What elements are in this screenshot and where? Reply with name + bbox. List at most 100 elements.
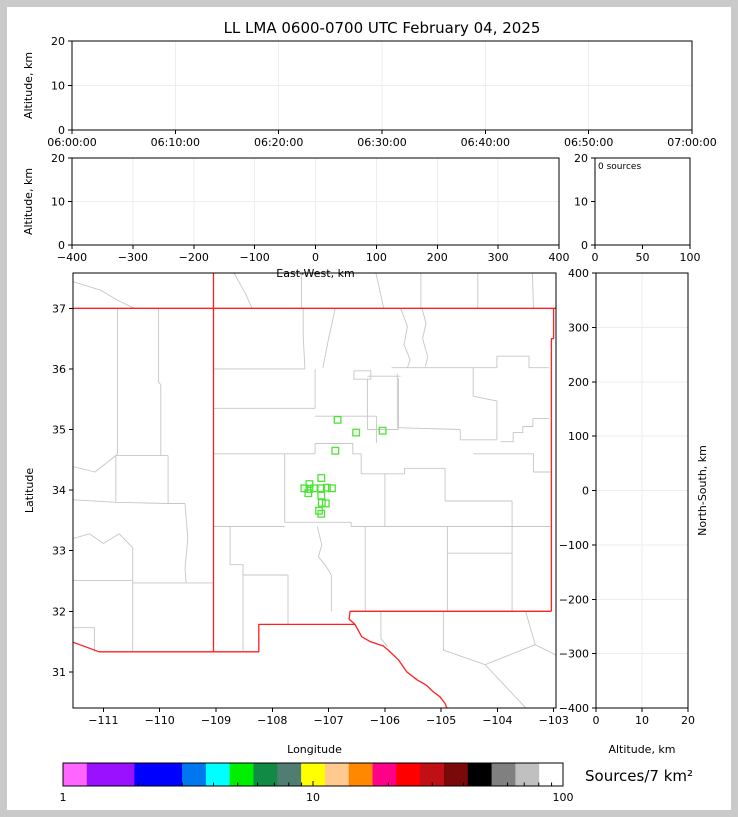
colorbar-segment bbox=[229, 763, 254, 786]
colorbar-segment bbox=[372, 763, 397, 786]
colorbar-segment bbox=[443, 763, 469, 786]
y-tick-label: 0 bbox=[581, 239, 588, 252]
source-marker bbox=[331, 446, 340, 455]
y-tick-label: 31 bbox=[52, 666, 66, 679]
county-boundary-line bbox=[73, 533, 134, 581]
x-tick-label: −108 bbox=[257, 714, 287, 727]
y-tick-label: −100 bbox=[559, 539, 589, 552]
panel-ew-height: −400 −300 −200 −100 0 100 200 300 40001020East-W… bbox=[22, 152, 570, 280]
county-boundary-line bbox=[496, 355, 550, 369]
state-boundary-line bbox=[550, 308, 555, 612]
map-content bbox=[73, 273, 556, 708]
panel-ns-height: 0 10 20 −400 −300 −200 −100 0 100 200 300 400 Altitu… bbox=[559, 267, 709, 756]
colorbar-units-label: Sources/7 km² bbox=[585, 767, 693, 785]
county-boundary-line bbox=[397, 427, 461, 430]
x-tick-label: 10 bbox=[635, 714, 649, 727]
y-axis-label-right: North-South, km bbox=[696, 445, 709, 536]
source-marker bbox=[378, 426, 387, 435]
county-boundary-line bbox=[533, 453, 552, 473]
x-tick-label: 200 bbox=[427, 251, 448, 264]
y-tick-label: 0 bbox=[58, 239, 65, 252]
y-tick-label: 0 bbox=[582, 485, 589, 498]
source-marker bbox=[309, 484, 318, 493]
colorbar-segment bbox=[63, 763, 88, 786]
y-axis-label: Latitude bbox=[23, 468, 36, 514]
panel-time-height: 06:00:00 06:10:00 06:20:00 06:30:00 06:40:00… bbox=[22, 35, 717, 149]
x-tick-label: 0 bbox=[593, 714, 600, 727]
y-tick-label: 100 bbox=[568, 430, 589, 443]
x-tick-label: 06:20:00 bbox=[254, 136, 303, 149]
x-tick-label: 0 bbox=[312, 251, 319, 264]
colorbar-segment bbox=[205, 763, 231, 786]
county-boundary-line bbox=[229, 526, 244, 651]
x-tick-label: 0 bbox=[592, 251, 599, 264]
figure-canvas bbox=[7, 7, 731, 810]
y-tick-label: 20 bbox=[51, 35, 65, 48]
source-marker bbox=[317, 509, 326, 518]
county-boundary-line bbox=[73, 455, 117, 473]
county-boundary-line bbox=[73, 579, 214, 584]
source-marker bbox=[328, 484, 336, 493]
county-boundary-line bbox=[375, 273, 385, 309]
y-tick-label: −200 bbox=[559, 593, 589, 606]
x-tick-label: −106 bbox=[370, 714, 400, 727]
x-tick-label: −110 bbox=[145, 714, 175, 727]
x-tick-label: 100 bbox=[680, 251, 701, 264]
county-boundary-line bbox=[73, 281, 135, 309]
x-axis-label: Longitude bbox=[287, 743, 342, 756]
state-boundary-line bbox=[73, 610, 552, 653]
county-boundary-line bbox=[315, 443, 362, 455]
county-boundary-line bbox=[525, 611, 556, 656]
y-tick-label: 36 bbox=[52, 363, 66, 376]
x-tick-label: 400 bbox=[549, 251, 570, 264]
y-tick-label: 0 bbox=[58, 124, 65, 137]
source-marker bbox=[305, 484, 314, 493]
x-tick-label: 300 bbox=[488, 251, 509, 264]
source-marker bbox=[305, 480, 314, 489]
state-boundary-line bbox=[354, 624, 448, 708]
x-tick-label: −100 bbox=[240, 251, 270, 264]
source-marker bbox=[321, 499, 330, 508]
x-tick-label: 50 bbox=[636, 251, 650, 264]
axes-frame bbox=[72, 272, 557, 709]
source-count-annotation: 0 sources bbox=[598, 162, 641, 172]
source-marker bbox=[322, 483, 331, 492]
county-boundary-line bbox=[421, 308, 429, 367]
source-marker bbox=[352, 428, 361, 437]
y-tick-label: −400 bbox=[559, 702, 589, 715]
x-tick-label: 100 bbox=[366, 251, 387, 264]
county-boundary-line bbox=[302, 308, 306, 369]
county-boundary-line bbox=[284, 521, 385, 527]
y-tick-label: −300 bbox=[559, 648, 589, 661]
x-tick-label: −200 bbox=[179, 251, 209, 264]
source-marker bbox=[317, 484, 326, 493]
y-tick-label: 35 bbox=[52, 424, 66, 437]
y-axis-label: Altitude, km bbox=[22, 52, 35, 119]
y-tick-label: 400 bbox=[568, 267, 589, 280]
county-boundary-line bbox=[531, 273, 534, 309]
x-tick-label: −111 bbox=[88, 714, 118, 727]
colorbar-segment bbox=[182, 763, 207, 786]
x-tick-label: −104 bbox=[482, 714, 512, 727]
colorbar-tick-label: 10 bbox=[306, 791, 320, 804]
county-boundary-line bbox=[316, 526, 332, 612]
y-tick-label: 200 bbox=[568, 376, 589, 389]
y-tick-label: 300 bbox=[568, 321, 589, 334]
county-boundary-line bbox=[360, 453, 446, 475]
panel-map: −111 −110 −109 −108 −107 −106 −105 −104 −103 31 32… bbox=[23, 272, 569, 756]
y-tick-label: 32 bbox=[52, 605, 66, 618]
county-boundary-line bbox=[472, 367, 498, 440]
x-tick-label: −103 bbox=[539, 714, 569, 727]
colorbar: 1 10 100 Sources/7 km² bbox=[60, 762, 693, 804]
x-axis-label: Altitude, km bbox=[608, 743, 675, 756]
x-tick-label: 06:00:00 bbox=[47, 136, 96, 149]
x-tick-label: −105 bbox=[426, 714, 456, 727]
panel-alt-histogram: 0 50 100 0 10 20 0 sources bbox=[574, 152, 701, 264]
source-marker bbox=[317, 491, 326, 500]
x-tick-label: 06:10:00 bbox=[151, 136, 200, 149]
colorbar-segment bbox=[467, 763, 493, 786]
colorbar-segment bbox=[515, 763, 540, 786]
y-axis-label: Altitude, km bbox=[22, 168, 35, 235]
x-tick-label: 06:40:00 bbox=[461, 136, 510, 149]
